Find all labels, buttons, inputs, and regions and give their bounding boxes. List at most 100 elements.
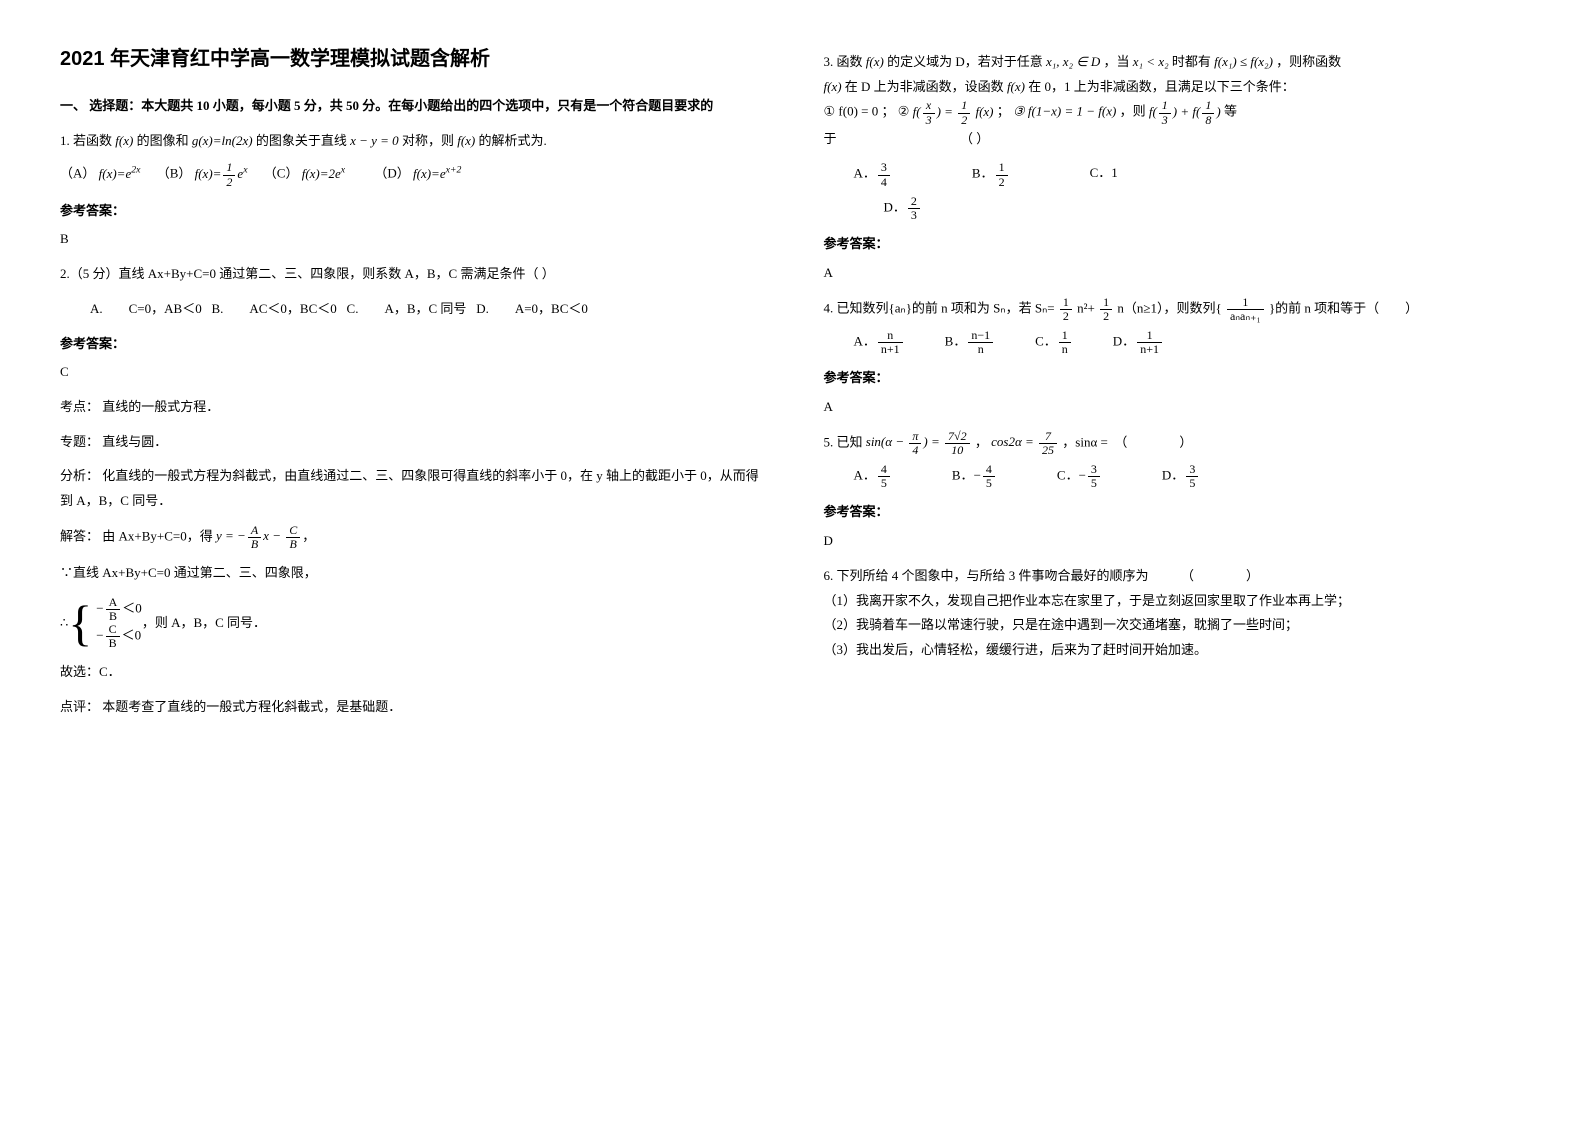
q5-options: A．45 B．−45 C．−35 D．35 — [854, 463, 1528, 490]
q3-tail-post: 等 — [1224, 104, 1237, 119]
right-column: 3. 函数 f(x) 的定义域为 D，若对于任意 x₁, x₂ ∈ D ，当 x… — [824, 40, 1528, 730]
q3b-den: 2 — [996, 176, 1008, 189]
q2-kaodian: 考点： 直线的一般式方程． — [60, 395, 764, 420]
q4-pre: 4. 已知数列{aₙ}的前 n 项和为 Sₙ，若 Sₙ= — [824, 300, 1055, 315]
q1: 1. 若函数 f(x) 的图像和 g(x)=ln(2x) 的图象关于直线 x −… — [60, 129, 764, 252]
q3a-den: 4 — [878, 176, 890, 189]
q2-c: C. A，B，C 同号 — [347, 301, 467, 316]
q4-mid1: n²+ — [1077, 300, 1095, 315]
q4f1n: 1 — [1060, 296, 1072, 310]
q6-e2: （2）我骑着车一路以常速行驶，只是在途中遇到一次交通堵塞，耽搁了一些时间； — [824, 613, 1528, 638]
q3-mid2: ，当 — [1104, 54, 1130, 69]
q5e1pd: 4 — [909, 444, 921, 457]
q2-stem: 2.（5 分）直线 Ax+By+C=0 通过第二、三、四象限，则系数 A，B，C… — [60, 262, 764, 287]
q1-tail: 对称，则 — [402, 133, 454, 148]
q4-stem: 4. 已知数列{aₙ}的前 n 项和为 Sₙ，若 Sₙ= 12 n²+ 12 n… — [824, 296, 1528, 323]
q4b-label: B． — [945, 334, 967, 349]
q3d-label: D． — [884, 199, 906, 214]
q4f1d: 2 — [1060, 310, 1072, 323]
q2-kd: 直线的一般式方程． — [102, 399, 219, 414]
q3-c2-post: ； — [997, 104, 1010, 119]
q1-fx: f(x) — [115, 133, 133, 148]
q4c-label: C． — [1035, 334, 1057, 349]
opt-c-label: （C） — [264, 166, 299, 181]
q3-line-end: 于 （ ） — [824, 127, 1528, 152]
q4a-den: n+1 — [878, 343, 903, 356]
q2-jd-pre: 由 Ax+By+C=0，得 — [102, 528, 212, 543]
q4f3d: aₙaₙ₊₁ — [1227, 310, 1264, 323]
q2-zhuanti: 专题： 直线与圆． — [60, 430, 764, 455]
q4-mid2: n（n≥1），则数列{ — [1117, 300, 1221, 315]
q5e1rn: 7√2 — [945, 430, 970, 444]
q2-brace-block: ∴ { −AB＜0 −CB＜0 ，则 A，B，C 同号． — [60, 596, 764, 651]
q1-options: （A） f(x)=e2x （B） f(x)=12ex （C） f(x)=2ex … — [60, 161, 764, 188]
q3-lt: x₁ < x₂ — [1133, 54, 1169, 69]
q5c-neg: − — [1079, 468, 1086, 483]
q2-dianping: 点评： 本题考查了直线的一般式方程化斜截式，是基础题． — [60, 695, 764, 720]
q3b-num: 1 — [996, 161, 1008, 175]
q3-options: A．34 B．12 C．1 — [854, 161, 1528, 188]
q1-fx2: f(x) — [457, 133, 475, 148]
q2: 2.（5 分）直线 Ax+By+C=0 通过第二、三、四象限，则系数 A，B，C… — [60, 262, 764, 720]
q1-mid1: 的图像和 — [137, 133, 189, 148]
q4-options: A．nn+1 B．n−1n C．1n D．1n+1 — [854, 329, 1528, 356]
q3-conds: ① f(0) = 0 ； ② f(x3) = 12 f(x) ； ③ f(1−x… — [824, 99, 1528, 126]
q5e2d: 25 — [1039, 444, 1057, 457]
q4d-den: n+1 — [1137, 343, 1162, 356]
q2-jd-end: ，则 A，B，C 同号． — [142, 611, 266, 636]
opt-a-label: （A） — [60, 166, 95, 181]
q4b-num: n−1 — [968, 329, 993, 343]
q5a-label: A． — [854, 468, 876, 483]
q4b-den: n — [968, 343, 993, 356]
q3-ans: A — [824, 261, 1528, 286]
q6-stem: 6. 下列所给 4 个图象中，与所给 3 件事吻合最好的顺序为 （ ） — [824, 564, 1528, 589]
q5b-den: 5 — [983, 477, 995, 490]
q5a-den: 5 — [878, 477, 890, 490]
q3-c1: ① f(0) = 0 ； — [824, 104, 895, 119]
q2-fenxi: 分析： 化直线的一般式方程为斜截式，由直线通过二、三、四象限可得直线的斜率小于 … — [60, 464, 764, 513]
page-columns: 2021 年天津育红中学高一数学理模拟试题含解析 一、 选择题：本大题共 10 … — [60, 40, 1527, 730]
q2-options: A. C=0，AB＜0 B. AC＜0，BC＜0 C. A，B，C 同号 D. … — [90, 297, 764, 322]
q3-fx: f(x) — [866, 54, 884, 69]
q3b-label: B． — [972, 166, 994, 181]
q5a-num: 4 — [878, 463, 890, 477]
q2-ans: C — [60, 360, 764, 385]
q5-comma: ， — [975, 434, 988, 449]
q3-ans-label: 参考答案： — [824, 232, 1528, 257]
ineq2-den: B — [106, 637, 120, 650]
q3-line2-end: 在 0，1 上为非减函数，且满足以下三个条件： — [1028, 79, 1295, 94]
q3c: C．1 — [1090, 161, 1118, 188]
q1-tail2: 的解析式为. — [479, 133, 547, 148]
q3-pre: 3. 函数 — [824, 54, 863, 69]
q5e2n: 7 — [1039, 430, 1057, 444]
ineq1-left: − — [96, 600, 103, 615]
ineq1-right: ＜0 — [122, 600, 142, 615]
q4-ans-label: 参考答案： — [824, 366, 1528, 391]
q1-gx: g(x)=ln(2x) — [192, 133, 253, 148]
q3-line2-mid: 在 D 上为非减函数，设函数 — [845, 79, 1004, 94]
ineq2-right: ＜0 — [122, 628, 142, 643]
q2-ans-label: 参考答案： — [60, 332, 764, 357]
q2-fx: 化直线的一般式方程为斜截式，由直线通过二、三、四象限可得直线的斜率小于 0，在 … — [60, 468, 759, 508]
q2-jd-line2: ∵直线 Ax+By+C=0 通过第二、三、四象限， — [60, 561, 764, 586]
q3-line1: 3. 函数 f(x) 的定义域为 D，若对于任意 x₁, x₂ ∈ D ，当 x… — [824, 50, 1528, 75]
q5-ans-label: 参考答案： — [824, 500, 1528, 525]
opt-b-label: （B） — [157, 166, 192, 181]
q3-ineq: f(x₁) ≤ f(x₂) — [1214, 54, 1273, 69]
q2-fx-label: 分析： — [60, 468, 99, 483]
q4d-num: 1 — [1137, 329, 1162, 343]
left-column: 2021 年天津育红中学高一数学理模拟试题含解析 一、 选择题：本大题共 10 … — [60, 40, 764, 730]
q5b-label: B． — [952, 468, 974, 483]
q3-mid4: ，则称函数 — [1276, 54, 1341, 69]
q3d-num: 2 — [908, 195, 920, 209]
q3-x12d: x₁, x₂ ∈ D — [1046, 54, 1100, 69]
q5e1rd: 10 — [945, 444, 970, 457]
q1-pre: 1. 若函数 — [60, 133, 112, 148]
q6-e3: （3）我出发后，心情轻松，缓缓行进，后来为了赶时间开始加速。 — [824, 638, 1528, 663]
q1b-num: 1 — [223, 161, 235, 175]
q3-d-row: D．23 — [884, 195, 1528, 222]
q3a-num: 3 — [878, 161, 890, 175]
q5d-num: 3 — [1186, 463, 1198, 477]
q2-jiedaline1: 解答： 由 Ax+By+C=0，得 y = −ABx − CB， — [60, 524, 764, 551]
q3-mid3: 时都有 — [1172, 54, 1211, 69]
